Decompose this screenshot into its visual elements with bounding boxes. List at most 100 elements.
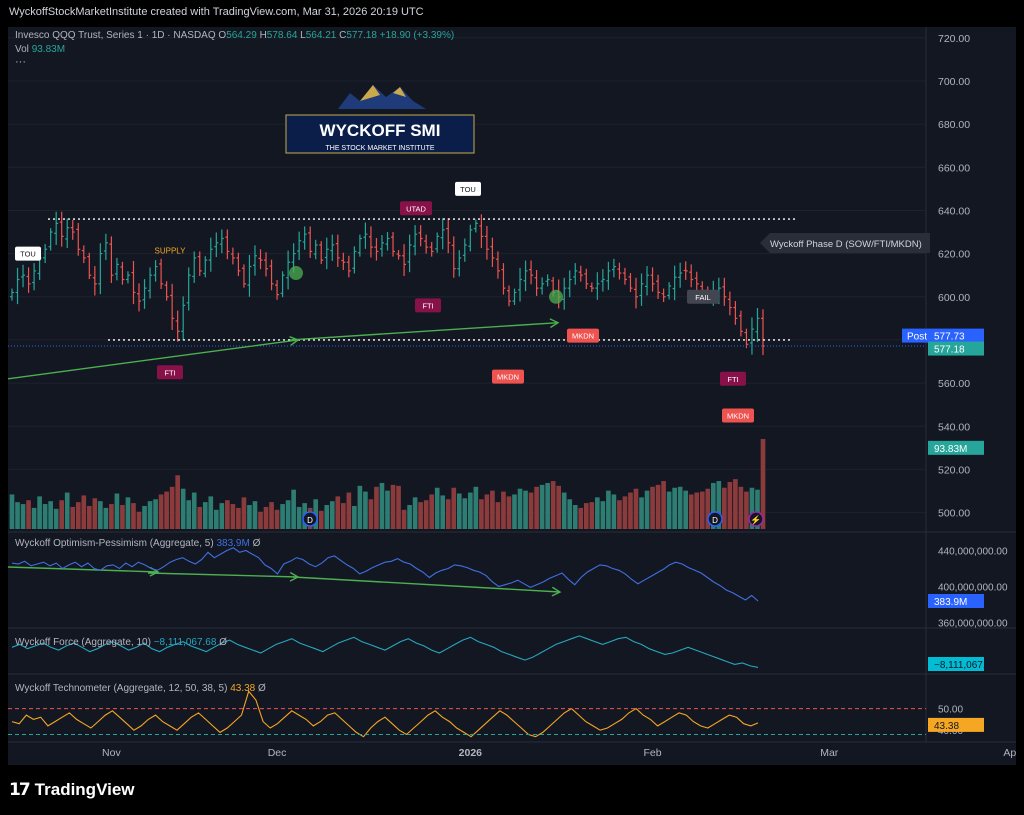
volume-bar [59, 500, 65, 529]
event-marker: FTI [157, 365, 183, 380]
volume-bar [236, 507, 241, 529]
volume-bar [296, 506, 302, 529]
price-bar [683, 261, 688, 280]
event-label: MKDN [497, 373, 519, 382]
chart-area[interactable]: TOU SUPPLY FTI UTAD FTI TOU MKDN MKDN FAIL FTI MKD… [7, 27, 1020, 765]
price-bar [446, 218, 451, 254]
price-bar [241, 264, 246, 288]
event-badge [567, 328, 599, 343]
volume-bar [92, 498, 98, 529]
price-bar [54, 211, 59, 245]
price-bar [297, 231, 302, 261]
phase-callout-text: Wyckoff Phase D (SOW/FTI/MKDN) [770, 239, 922, 250]
volume-bar [468, 492, 473, 529]
event-label: MKDN [572, 332, 594, 341]
wyckoff-logo: WYCKOFF SMI THE STOCK MARKET INSTITUTE [285, 85, 475, 154]
price-tick-label: 520.00 [938, 464, 970, 476]
volume-bar [64, 492, 70, 529]
volume-bar [462, 498, 468, 529]
price-bar [473, 219, 478, 233]
price-bar [534, 270, 539, 296]
price-bar [407, 234, 412, 273]
volume-bar [396, 485, 401, 529]
volume-bar [379, 482, 385, 529]
chart-svg[interactable]: TOU SUPPLY FTI UTAD FTI TOU MKDN MKDN FAIL FTI MKD… [7, 27, 1020, 765]
event-marker: MKDN [722, 408, 754, 423]
price-bar [661, 288, 666, 302]
op-tick-label: 400,000,000.00 [938, 583, 1008, 594]
price-bar [264, 252, 269, 277]
volume-bar [274, 509, 280, 529]
price-bar [10, 288, 14, 301]
volume-bar [760, 439, 766, 529]
price-bar [650, 267, 655, 292]
event-marker: TOU [15, 246, 41, 261]
techno-legend: Wyckoff Technometer (Aggregate, 12, 50, … [15, 683, 266, 694]
force-line [11, 635, 759, 668]
volume-bar [506, 496, 512, 529]
logo-mountains [338, 85, 426, 109]
volume-bar [86, 505, 92, 529]
price-bar [120, 261, 125, 285]
event-badge [157, 365, 183, 380]
volume-bar [186, 500, 192, 529]
techno-tick-label: 50.00 [938, 705, 963, 716]
volume-bar [749, 487, 755, 529]
price-axis[interactable]: 720.00 700.00 680.00 660.00 640.00 620.00 600.… [902, 33, 1008, 737]
volume-bar [595, 497, 600, 529]
price-bar [275, 279, 280, 300]
event-marker: SUPPLY [155, 247, 187, 256]
post-price-badge: 577.73 [928, 328, 984, 343]
volume-bar [318, 510, 324, 529]
price-bar [385, 232, 390, 251]
volume-bar [75, 502, 81, 529]
price-bar [109, 236, 114, 283]
price-bar [98, 243, 103, 295]
volume-bar [550, 481, 556, 529]
price-tick-label: 560.00 [938, 378, 970, 390]
dividend-icon: D [302, 511, 318, 527]
price-bar [352, 246, 357, 274]
open-label: O [218, 30, 227, 41]
price-bar [727, 291, 732, 316]
price-bar [656, 274, 661, 299]
price-bar [43, 244, 48, 264]
more-button[interactable]: ··· [15, 56, 26, 68]
price-bar [330, 234, 335, 261]
close-price-badge: 577.18 [928, 341, 984, 356]
tradingview-logo[interactable]: 17 TradingView [9, 780, 135, 800]
volume-bar [440, 495, 446, 529]
price-bar [462, 238, 467, 262]
event-marker: FTI [720, 371, 746, 386]
volume-bar [385, 490, 390, 529]
event-badge [15, 246, 41, 261]
op-arrow-3 [292, 576, 562, 597]
volume-bar [722, 487, 727, 529]
volume-bar [53, 508, 59, 529]
volume-bar [694, 492, 700, 529]
time-axis[interactable]: NovDec2026FebMarAprMay [102, 747, 1020, 759]
volume-bar [258, 511, 263, 529]
low-label: L [300, 30, 306, 41]
volume-bar [600, 501, 606, 529]
price-bar [48, 228, 53, 251]
force-suffix: Ø [219, 637, 227, 648]
price-bar [611, 258, 616, 278]
price-bar [567, 270, 572, 298]
logo-plate [285, 114, 475, 154]
dividend-icon-ring [707, 511, 723, 527]
high-label: H [259, 30, 267, 41]
volume-bar [153, 499, 158, 529]
price-bar [518, 267, 523, 302]
price-bar [170, 283, 175, 330]
volume-bar [114, 493, 120, 529]
force-badge-text: −8,111,067.68 [934, 660, 997, 671]
price-bar [335, 234, 340, 267]
volume-bar [617, 500, 622, 529]
price-bar [192, 251, 197, 283]
price-bar [468, 224, 473, 252]
volume-bar [445, 499, 451, 529]
price-bar [363, 222, 368, 249]
op-suffix: Ø [252, 538, 261, 549]
volume-bar [501, 491, 506, 529]
